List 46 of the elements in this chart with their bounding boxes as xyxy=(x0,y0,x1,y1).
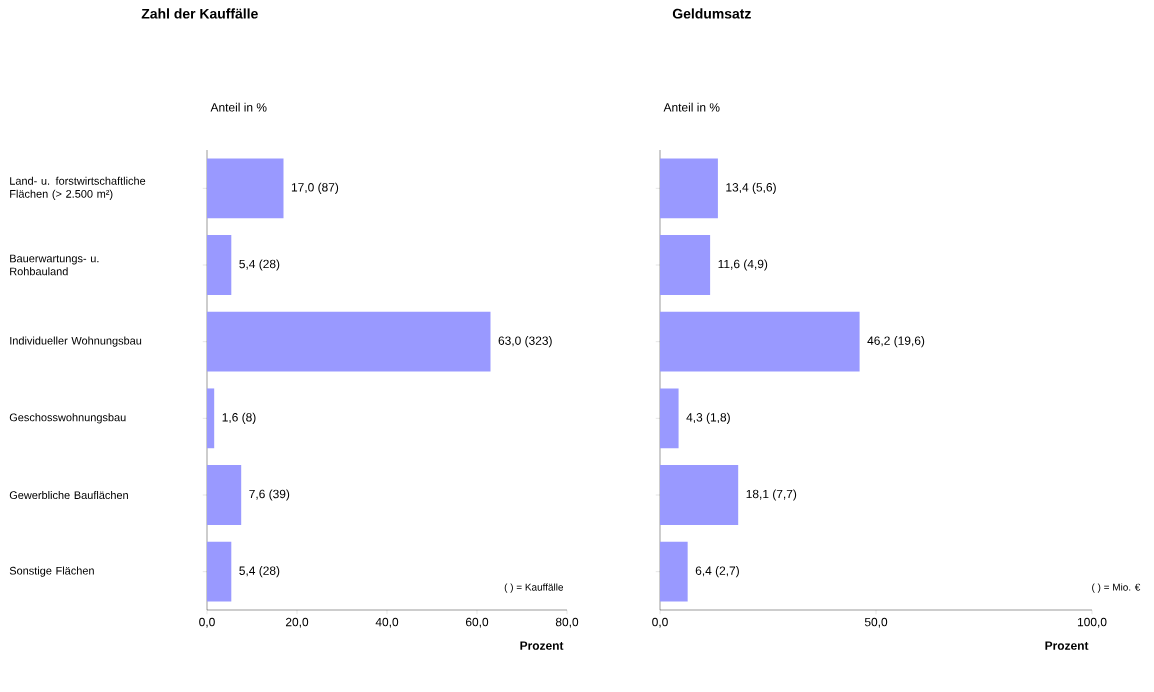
y-tick-label: Geschosswohnungsbau xyxy=(9,413,126,424)
data-label: 46,2 (19,6) xyxy=(867,336,925,348)
x-tick-label: 100,0 xyxy=(1077,617,1107,628)
y-tick-label: Bauerwartungs- u. Rohbauland xyxy=(10,254,99,276)
bar xyxy=(660,311,860,372)
data-label: 7,6 (39) xyxy=(249,489,290,501)
bar xyxy=(207,311,491,372)
data-label: 6,4 (2,7) xyxy=(695,566,739,578)
x-tick-label: 0,0 xyxy=(199,617,215,628)
y-tick-label: Gewerbliche Bauflächen xyxy=(9,490,128,500)
x-axis-title: Prozent xyxy=(520,641,564,650)
text: ( ) = Mio. € xyxy=(1092,583,1141,593)
bar xyxy=(207,388,215,449)
x-tick-label: 40,0 xyxy=(375,617,399,628)
bar xyxy=(660,465,739,525)
x-tick-label: 20,0 xyxy=(285,617,309,628)
x-tick-label: 60,0 xyxy=(465,617,489,628)
annotation: ( ) = Kauffälle xyxy=(504,583,564,593)
data-label: 13,4 (5,6) xyxy=(726,182,776,194)
data-label: 63,0 (323) xyxy=(498,336,552,348)
bar xyxy=(207,235,232,295)
data-label: 18,1 (7,7) xyxy=(746,489,797,501)
y-tick-label: Sonstige Flächen xyxy=(9,566,94,577)
data-label: 17,0 (87) xyxy=(291,182,339,194)
y-tick-label: Land- u. forstwirtschaftliche Flächen (> 2.500 m²) xyxy=(10,176,146,200)
bar xyxy=(207,541,232,602)
bar xyxy=(660,158,718,219)
x-tick-label: 50,0 xyxy=(864,617,888,628)
data-label: 5,4 (28) xyxy=(239,566,280,578)
x-axis-title: Prozent xyxy=(1045,641,1089,650)
data-label: 1,6 (8) xyxy=(222,412,256,424)
data-label: 11,6 (4,9) xyxy=(718,259,768,271)
bar xyxy=(660,388,679,449)
bar xyxy=(207,158,284,219)
chart-title: Geldumsatz xyxy=(672,8,751,19)
chart-subtitle: Anteil in % xyxy=(210,102,267,112)
x-tick-label: 0,0 xyxy=(652,617,668,628)
x-tick-label: 80,0 xyxy=(555,617,579,628)
data-label: 5,4 (28) xyxy=(239,259,280,271)
data-label: 4,3 (1,8) xyxy=(686,412,730,424)
bar xyxy=(660,235,711,295)
chart-title: Zahl der Kauffälle xyxy=(141,8,258,19)
chart-subtitle: Anteil in % xyxy=(663,102,720,112)
bar xyxy=(660,541,688,602)
bar xyxy=(207,465,242,525)
y-tick-label: Individueller Wohnungsbau xyxy=(10,336,142,347)
